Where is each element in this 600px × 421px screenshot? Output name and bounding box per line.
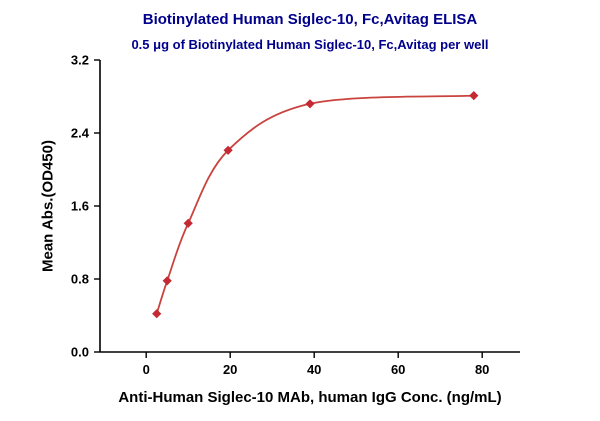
y-tick-label: 2.4: [71, 126, 90, 141]
data-point: [223, 145, 233, 155]
y-tick-label: 0.8: [71, 272, 89, 287]
data-point: [183, 218, 193, 228]
data-point: [162, 276, 172, 286]
chart-title: Biotinylated Human Siglec-10, Fc,Avitag …: [142, 11, 478, 28]
x-tick-label: 0: [143, 362, 150, 377]
y-tick-label: 0.0: [71, 345, 89, 360]
data-point: [305, 99, 315, 109]
y-tick-label: 1.6: [71, 199, 89, 214]
chart-subtitle: 0.5 μg of Biotinylated Human Siglec-10, …: [131, 37, 489, 52]
data-point: [469, 91, 479, 101]
x-tick-label: 40: [307, 362, 321, 377]
x-tick-label: 20: [223, 362, 237, 377]
x-axis-label: Anti-Human Siglec-10 MAb, human IgG Conc…: [118, 389, 502, 406]
x-tick-label: 60: [391, 362, 405, 377]
data-point: [152, 309, 162, 319]
y-axis-label: Mean Abs.(OD450): [39, 140, 57, 272]
x-tick-label: 80: [475, 362, 489, 377]
fit-curve: [155, 94, 474, 314]
y-tick-label: 3.2: [71, 53, 89, 68]
